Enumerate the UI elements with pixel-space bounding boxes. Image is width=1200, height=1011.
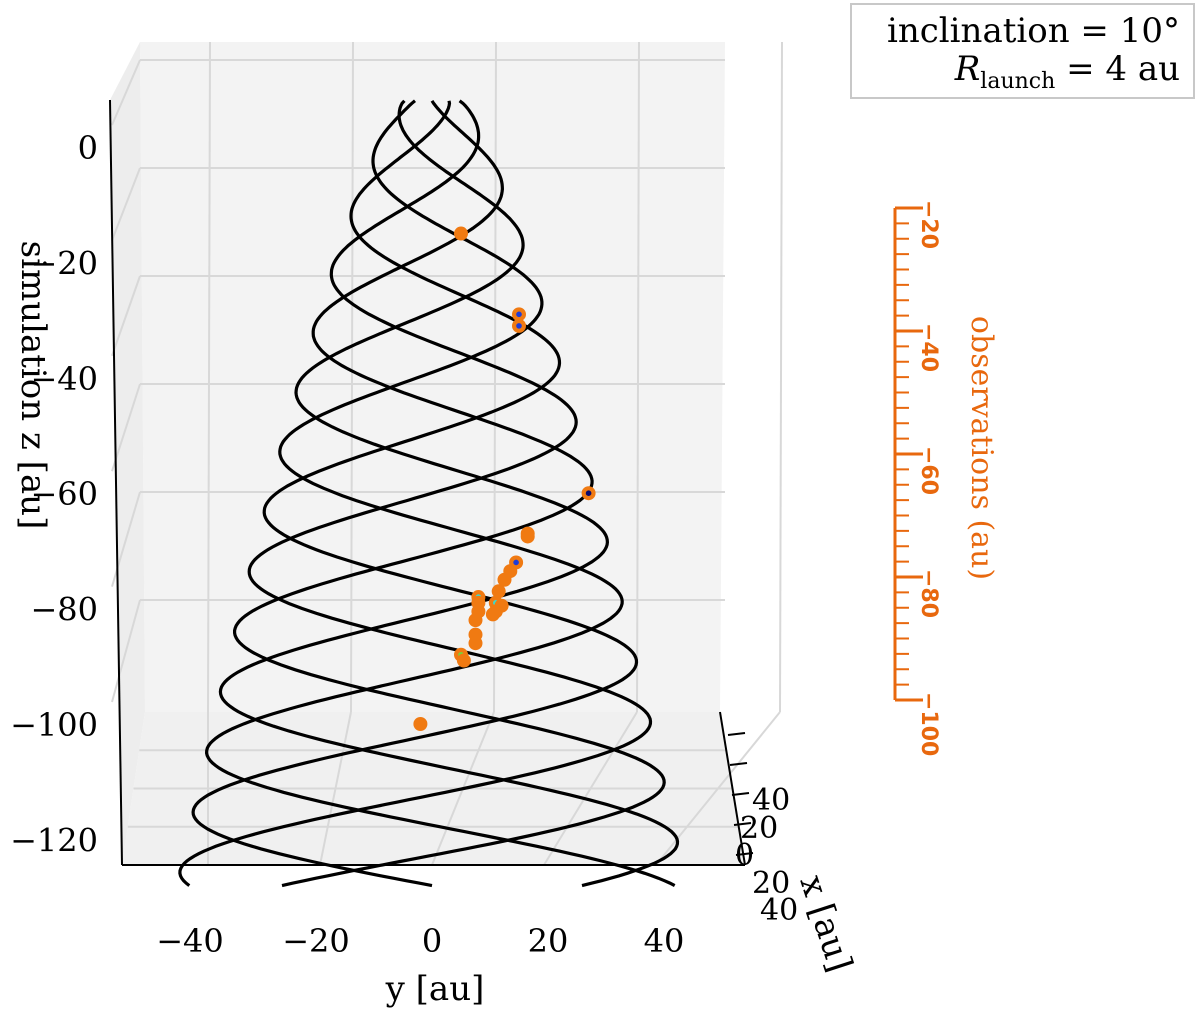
observation-point-core xyxy=(516,323,522,329)
y-axis-label: y [au] xyxy=(385,969,485,1009)
observation-point-core xyxy=(513,559,519,566)
x-tick-label: 20 xyxy=(752,866,790,901)
observation-point xyxy=(454,226,468,241)
left-pane xyxy=(110,42,145,865)
observation-point xyxy=(497,572,512,587)
y-tick-label: 0 xyxy=(422,922,442,960)
observation-tick-label: −80 xyxy=(916,569,941,618)
grid-left xyxy=(111,59,141,126)
tick-labels: 0−20−40−60−80−100−120−40 −20 0 20 4040200204… xyxy=(10,129,798,960)
observation-point xyxy=(413,717,428,731)
z-axis-line xyxy=(109,99,123,866)
observation-point xyxy=(468,636,483,651)
grid-vertical xyxy=(779,41,783,713)
observation-point-core xyxy=(585,490,592,497)
trajectory-curve xyxy=(218,99,680,888)
z-tick-label: −80 xyxy=(30,591,98,629)
legend-rlaunch: Rlaunch = 4 au xyxy=(954,49,1180,94)
z-tick-label: −100 xyxy=(10,706,98,744)
legend-inclination: inclination = 10° xyxy=(887,11,1180,51)
grid-left xyxy=(111,383,141,472)
trajectory-curve xyxy=(191,100,639,888)
x-tick-label: 20 xyxy=(740,811,778,846)
legend-box xyxy=(850,3,1195,99)
z-tick-label: −60 xyxy=(30,475,98,513)
x-tick-label: 0 xyxy=(735,838,754,873)
x-tick-mark xyxy=(733,822,752,826)
observations-axis-label: observations (au) xyxy=(964,316,999,580)
y-tick-label: −40 xyxy=(156,922,224,960)
observation-point xyxy=(485,607,500,622)
observation-axis: −20 −40 −60 −80 −100 xyxy=(893,200,941,756)
z-tick-label: −40 xyxy=(30,360,98,398)
back-pane xyxy=(140,42,725,712)
observation-points xyxy=(413,226,596,731)
x-tick-label: 40 xyxy=(760,893,798,928)
axis-lines xyxy=(109,99,746,866)
x-axis-line xyxy=(719,711,746,866)
trajectory-curve xyxy=(204,99,676,888)
observation-tick-label: −100 xyxy=(916,692,941,756)
observation-point xyxy=(520,529,535,544)
y-tick-label: −20 xyxy=(282,922,350,960)
legend: inclination = 10° Rlaunch = 4 au xyxy=(850,3,1195,99)
x-axis-label: x [au] xyxy=(791,870,860,976)
y-tick-label: 20 xyxy=(528,922,569,960)
grid-lines xyxy=(111,41,783,866)
trajectory-curve xyxy=(178,99,653,887)
x-tick-mark xyxy=(727,732,746,736)
grid-left xyxy=(111,167,141,241)
observation-tick-label: −20 xyxy=(916,200,941,249)
x-tick-mark xyxy=(735,852,754,856)
observation-tick-label: −60 xyxy=(916,446,941,495)
observation-point xyxy=(468,613,483,628)
pane-group xyxy=(110,42,745,865)
grid-left xyxy=(111,275,141,357)
observation-tick-label: −40 xyxy=(916,323,941,372)
z-axis-label: simulation z [au] xyxy=(13,241,53,530)
observation-point xyxy=(491,584,506,599)
x-tick-mark xyxy=(729,762,748,766)
x-tick-mark xyxy=(731,792,750,796)
y-tick-label: 40 xyxy=(644,922,685,960)
z-tick-label: 0 xyxy=(78,129,98,167)
z-tick-label: −120 xyxy=(10,821,98,859)
x-tick-label: 40 xyxy=(752,783,790,818)
observation-point xyxy=(456,653,471,668)
grid-left xyxy=(111,599,141,703)
z-tick-label: −20 xyxy=(30,244,98,282)
observation-point-core xyxy=(516,311,522,318)
